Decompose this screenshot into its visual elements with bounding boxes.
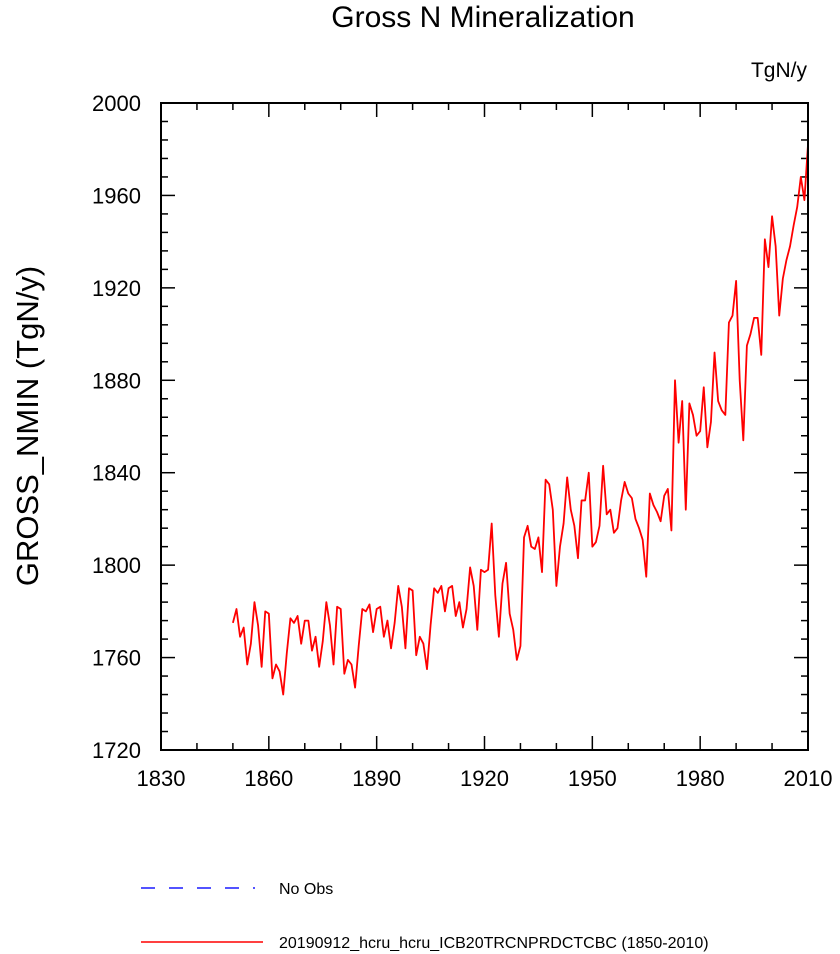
y-tick-label: 1720 (92, 738, 141, 763)
units-label: TgN/y (751, 59, 808, 82)
y-tick-label: 1760 (92, 646, 141, 671)
x-tick-label: 1950 (568, 766, 617, 791)
y-axis-label: GROSS_NMIN (TgN/y) (10, 266, 45, 586)
y-tick-label: 1840 (92, 461, 141, 486)
x-tick-label: 1860 (244, 766, 293, 791)
x-tick-label: 1980 (676, 766, 725, 791)
y-tick-label: 1960 (92, 183, 141, 208)
chart-title: Gross N Mineralization (331, 1, 634, 34)
y-tick-label: 1880 (92, 368, 141, 393)
axis-tick-labels: 1830 1860 1890 1920 1950 1980 2010 1720 1760 1800… (92, 91, 832, 791)
legend-label-model: 20190912_hcru_hcru_ICB20TRCNPRDCTCBC (18… (279, 935, 709, 952)
plot-frame (160, 102, 809, 751)
y-tick-label: 2000 (92, 91, 141, 116)
series-layer (232, 144, 809, 696)
legend: No Obs 20190912_hcru_hcru_ICB20TRCNPRDCT… (141, 881, 709, 952)
x-tick-label: 1890 (352, 766, 401, 791)
x-tick-label: 2010 (784, 766, 833, 791)
series-line (232, 144, 809, 696)
y-tick-label: 1920 (92, 276, 141, 301)
y-tick-label: 1800 (92, 553, 141, 578)
x-tick-label: 1830 (137, 766, 186, 791)
legend-label-no-obs: No Obs (279, 881, 333, 898)
x-tick-label: 1920 (460, 766, 509, 791)
